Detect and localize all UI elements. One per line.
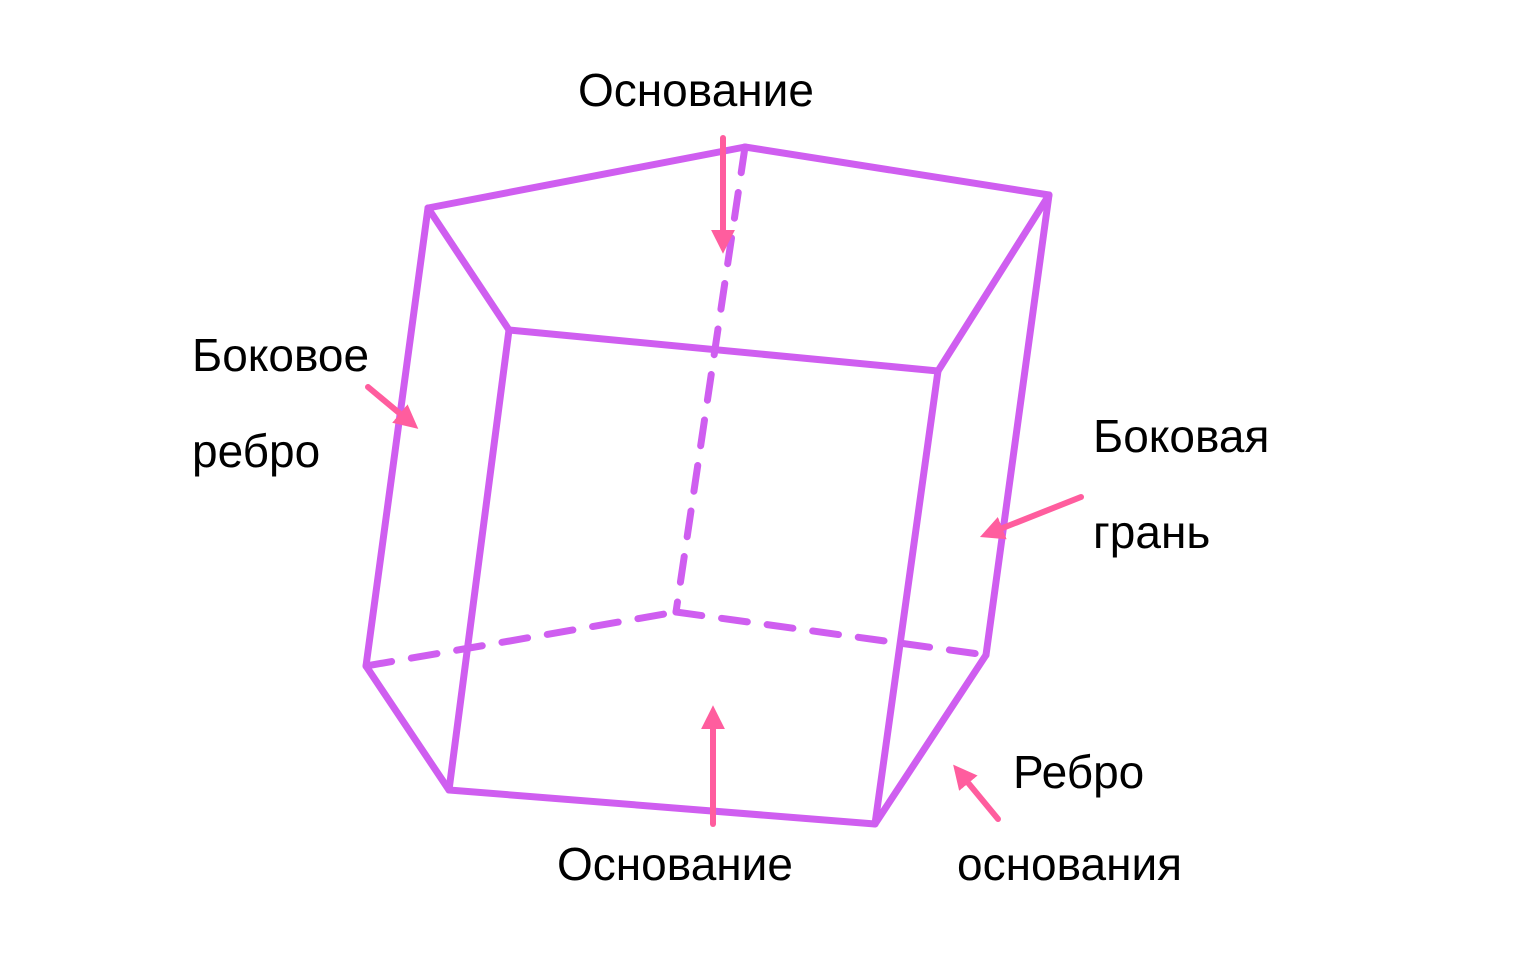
bottom-edge (449, 790, 875, 824)
lateral-edge (986, 195, 1049, 655)
base-edge-label-2: основания (957, 837, 1182, 892)
top-edge (428, 208, 509, 330)
lateral-edge-label-1: Боковое (192, 328, 369, 383)
bottom-edge-hidden (676, 612, 986, 655)
top-edge (938, 195, 1049, 371)
lateral-edge (875, 371, 938, 824)
top-edge (509, 330, 938, 371)
base-edge-label-1: Ребро (1013, 745, 1144, 800)
top-edge (745, 147, 1049, 195)
lateral-edge (449, 330, 509, 790)
lateral-face-label-2: грань (1093, 505, 1210, 560)
lateral-edge (366, 208, 428, 666)
bottom-edge (366, 666, 449, 790)
top-edge (428, 147, 745, 208)
arrow-base-edge (960, 773, 998, 819)
bottom-base-label: Основание (557, 837, 793, 892)
lateral-edge-label-2: ребро (192, 424, 320, 479)
bottom-edge-hidden (366, 612, 676, 666)
top-base-label: Основание (578, 63, 814, 118)
lateral-edge-hidden (676, 147, 745, 612)
lateral-face-label-1: Боковая (1093, 409, 1269, 464)
